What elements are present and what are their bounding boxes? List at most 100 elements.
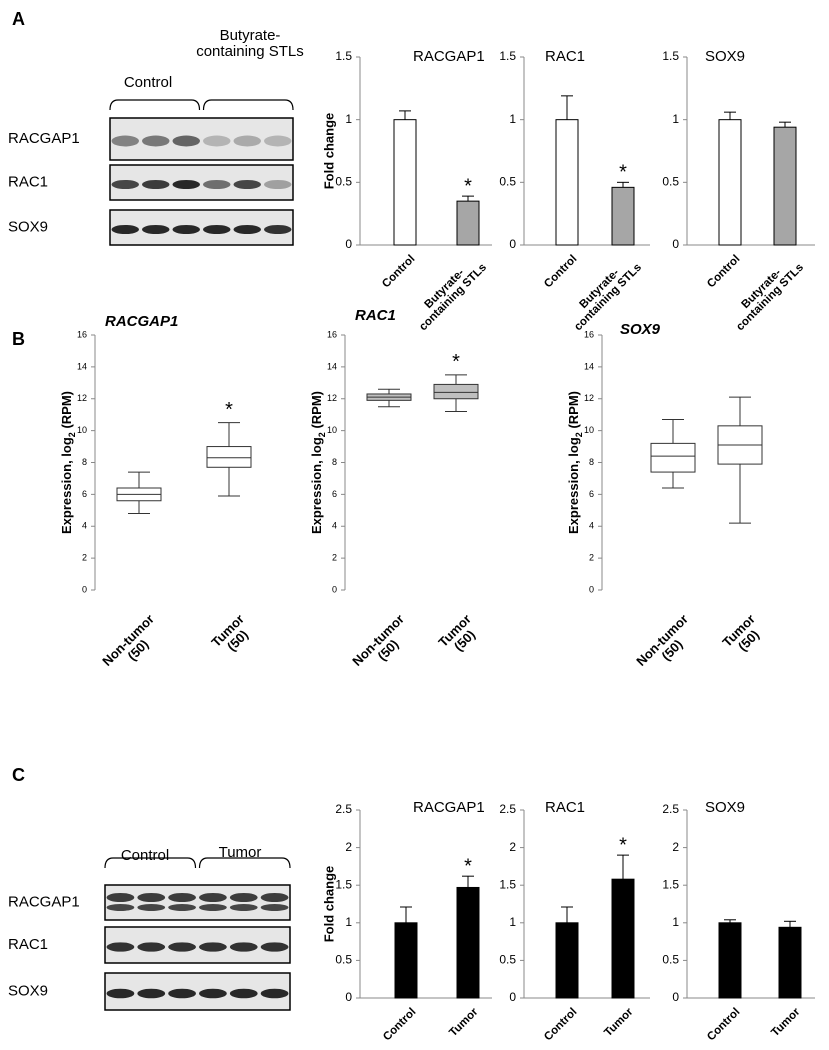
chart-title: RAC1 [545,48,585,65]
blot-band [233,135,261,147]
bar [778,926,802,999]
y-tick-label: 1 [509,112,516,126]
y-tick-label: 10 [327,425,337,435]
blot-band [111,224,139,235]
blot-group-label: Control [123,74,173,91]
y-tick-label: 2 [589,553,594,563]
blot-panel [104,884,291,921]
blot-row-label: RAC1 [8,936,48,953]
y-tick-label: 12 [584,393,594,403]
blot-group-label: Control [120,847,170,864]
bar [611,878,635,999]
bracket [109,99,201,111]
blot-band [203,135,231,147]
significance-mark: * [619,162,627,184]
blot-band [260,988,289,999]
blot-band [142,135,170,147]
bar [456,200,480,246]
y-tick-label: 2 [332,553,337,563]
blot-panel [104,926,291,964]
bar [718,922,742,999]
y-tick-label: 1.5 [499,49,516,63]
y-axis-label-sub: 2 [317,432,327,437]
y-tick-label: 16 [584,329,594,339]
chart-title: RACGAP1 [413,48,485,65]
bar [394,922,418,999]
y-axis-label-sub: 2 [574,432,584,437]
blot-band [111,135,139,147]
blot-band [229,904,258,911]
box [650,442,696,473]
blot-band [229,942,258,952]
y-tick-label: 1.5 [335,49,352,63]
y-tick-label: 6 [82,489,87,499]
blot-band [264,179,292,190]
y-tick-label: 1.5 [662,49,679,63]
y-tick-label: 1 [345,112,352,126]
y-tick-label: 14 [584,361,594,371]
y-tick-label: 2.5 [662,802,679,816]
blot-band [106,904,135,911]
blot-band [106,942,135,952]
y-tick-label: 12 [327,393,337,403]
y-tick-label: 0 [672,990,679,1004]
y-tick-label: 2.5 [335,802,352,816]
blot-band [137,988,166,999]
blot-band [142,179,170,190]
y-tick-label: 1 [672,112,679,126]
y-tick-label: 8 [589,457,594,467]
y-tick-label: 0 [345,990,352,1004]
blot-band [111,179,139,190]
blot-band [260,904,289,911]
y-tick-label: 0 [589,584,594,594]
blot-row-label: RACGAP1 [8,130,80,147]
y-tick-label: 4 [82,521,87,531]
y-tick-label: 2 [82,553,87,563]
y-axis-label: Expression, log2 (RPM) [59,391,77,534]
chart-title: SOX9 [705,48,745,65]
blot-band [168,904,196,911]
blot-panel [109,209,294,246]
blot-band [106,988,135,999]
blot-band [137,942,166,952]
y-tick-label: 0 [509,990,516,1004]
bar [555,922,579,999]
blot-panel [109,117,294,161]
y-tick-label: 16 [327,329,337,339]
y-tick-label: 0 [509,237,516,251]
blot-group-label: Butyrate- containing STLs [196,27,304,60]
blot-band [199,942,227,952]
y-tick-label: 0.5 [335,175,352,189]
blot-panel [109,164,294,201]
y-tick-label: 12 [77,393,87,403]
chart-title: RACGAP1 [105,313,178,330]
bar [456,886,480,999]
y-tick-label: 2.5 [499,802,516,816]
y-axis-label-after: (RPM) [59,391,74,432]
blot-band [260,942,289,952]
box [433,383,479,400]
blot-row-label: RACGAP1 [8,893,80,910]
chart-title: SOX9 [705,799,745,816]
significance-mark: * [225,399,233,421]
y-tick-label: 6 [589,489,594,499]
significance-mark: * [464,855,472,877]
y-tick-label: 8 [332,457,337,467]
blot-band [233,224,261,235]
chart-title: RAC1 [545,799,585,816]
blot-band [229,988,258,999]
y-tick-label: 0 [345,237,352,251]
y-axis-label: Expression, log2 (RPM) [309,391,327,534]
blot-band [137,892,166,903]
y-axis-label-text: Expression, log [566,437,581,534]
blot-band [203,224,231,235]
blot-band [199,988,227,999]
y-tick-label: 8 [82,457,87,467]
y-tick-label: 4 [589,521,594,531]
panel-label: B [12,329,25,349]
y-tick-label: 1 [345,915,352,929]
y-tick-label: 0 [672,237,679,251]
y-tick-label: 14 [327,361,337,371]
y-tick-label: 1 [672,915,679,929]
